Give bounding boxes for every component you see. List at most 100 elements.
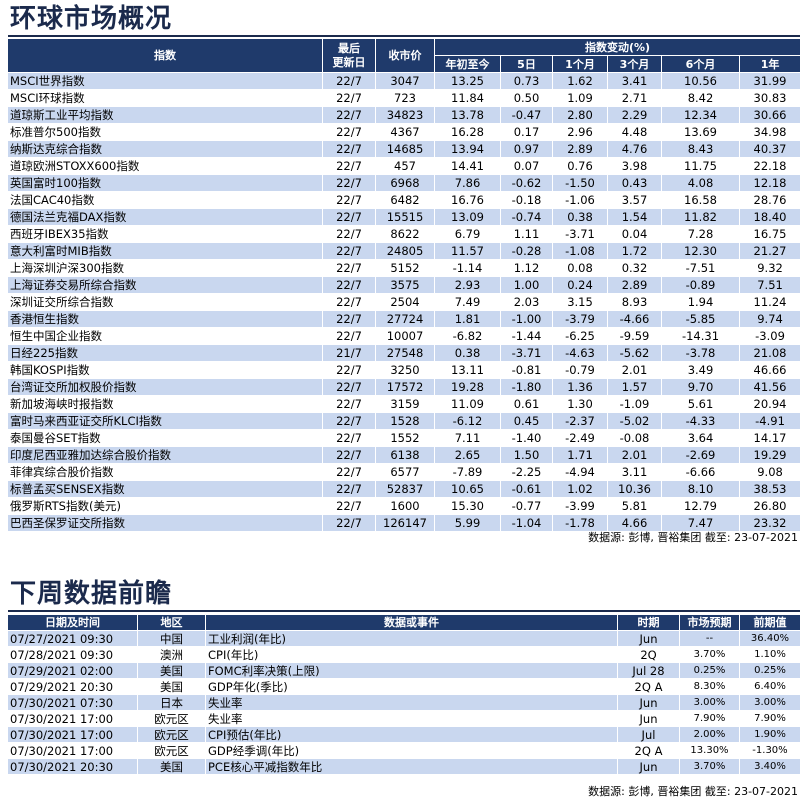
table-row: 菲律宾综合股价指数 22/7 6577 -7.89 -2.25 -4.94 3.11 -6.6… <box>7 463 802 481</box>
datetime-cell: 07/30/2021 07:30 <box>7 694 138 711</box>
value-cell: 1.81 <box>434 310 501 328</box>
table-row: 道琼欧洲STOXX600指数 22/7 457 14.41 0.07 0.76 3.98 11… <box>7 157 802 175</box>
value-cell: 3.64 <box>661 429 740 447</box>
value-cell: 22/7 <box>322 497 376 515</box>
value-cell: 1.30 <box>552 395 608 413</box>
value-cell: 1528 <box>375 412 435 430</box>
source-note-1: 数据源: 彭博, 晋裕集团 截至: 23-07-2021 <box>588 531 798 544</box>
datetime-cell: 07/30/2021 20:30 <box>7 758 138 775</box>
index-name-cell: 道琼欧洲STOXX600指数 <box>7 157 323 175</box>
value-cell: 22/7 <box>322 225 376 243</box>
value-cell: -0.61 <box>500 480 553 498</box>
value-cell: 0.50 <box>500 89 553 107</box>
value-cell: 5.81 <box>607 497 662 515</box>
value-cell: 1.54 <box>607 208 662 226</box>
value-cell: -14.31 <box>661 327 740 345</box>
value-cell: 12.79 <box>661 497 740 515</box>
value-cell: 30.83 <box>738 89 802 107</box>
previous-cell: 1.90% <box>739 726 801 743</box>
index-name-cell: 韩国KOSPI指数 <box>7 361 323 379</box>
value-cell: -0.47 <box>500 106 553 124</box>
value-cell: -3.78 <box>661 344 740 362</box>
index-name-cell: 俄罗斯RTS指数(美元) <box>7 497 323 515</box>
table-row: 新加坡海峡时报指数 22/7 3159 11.09 0.61 1.30 -1.09 5.61 2… <box>7 395 802 413</box>
forecast-cell: 2.00% <box>679 726 740 743</box>
value-cell: 22/7 <box>322 157 376 175</box>
value-cell: 34823 <box>375 106 435 124</box>
table-row: 法国CAC40指数 22/7 6482 16.76 -0.18 -1.06 3.57 16.5… <box>7 191 802 209</box>
value-cell: 5.61 <box>661 395 740 413</box>
value-cell: 1600 <box>375 497 435 515</box>
table-row: 富时马来西亚证交所KLCI指数 22/7 1528 -6.12 0.45 -2.37 -5.… <box>7 412 802 430</box>
value-cell: 4.66 <box>607 514 662 532</box>
value-cell: -1.80 <box>500 378 553 396</box>
value-cell: 6577 <box>375 463 435 481</box>
value-cell: 0.17 <box>500 123 553 141</box>
index-name-cell: 上海证券交易所综合指数 <box>7 276 323 294</box>
value-cell: -4.63 <box>552 344 608 362</box>
value-cell: 0.04 <box>607 225 662 243</box>
value-cell: 22/7 <box>322 89 376 107</box>
value-cell: -1.14 <box>434 259 501 277</box>
value-cell: 4.08 <box>661 174 740 192</box>
value-cell: -0.77 <box>500 497 553 515</box>
value-cell: 21.27 <box>738 242 802 260</box>
value-cell: 9.08 <box>738 463 802 481</box>
value-cell: 0.24 <box>552 276 608 294</box>
header-change-group: 指数变动(%) <box>433 38 802 56</box>
period-cell: 2Q A <box>617 678 680 695</box>
table-row: 上海深圳沪深300指数 22/7 5152 -1.14 1.12 0.08 0.32 -7.5… <box>7 259 802 277</box>
value-cell: 1.62 <box>552 72 608 90</box>
region-cell: 美国 <box>137 678 206 695</box>
table-row: 标普孟买SENSEX指数 22/7 52837 10.65 -0.61 1.02 10.36… <box>7 480 802 498</box>
value-cell: -0.89 <box>661 276 740 294</box>
value-cell: 19.29 <box>738 446 802 464</box>
value-cell: 0.38 <box>552 208 608 226</box>
value-cell: -0.74 <box>500 208 553 226</box>
value-cell: 18.40 <box>738 208 802 226</box>
index-name-cell: 西班牙IBEX35指数 <box>7 225 323 243</box>
value-cell: 22/7 <box>322 123 376 141</box>
header-1y: 1年 <box>738 55 802 73</box>
value-cell: 3047 <box>375 72 435 90</box>
event-cell: GDP年化(季比) <box>205 678 618 695</box>
table-row: 07/28/2021 09:30 澳洲 CPI(年比) 2Q 3.70% 1.10% <box>7 646 801 663</box>
period-cell: 2Q <box>617 646 680 663</box>
datetime-cell: 07/27/2021 09:30 <box>7 630 138 647</box>
table-row: 泰国曼谷SET指数 22/7 1552 7.11 -1.40 -2.49 -0.08 3.64… <box>7 429 802 447</box>
value-cell: 46.66 <box>738 361 802 379</box>
header-updated: 最后 更新日 <box>322 38 376 73</box>
value-cell: -6.66 <box>661 463 740 481</box>
value-cell: 1.72 <box>607 242 662 260</box>
event-cell: GDP经季调(年比) <box>205 742 618 759</box>
forecast-cell: 8.30% <box>679 678 740 695</box>
value-cell: 20.94 <box>738 395 802 413</box>
value-cell: 10.36 <box>607 480 662 498</box>
value-cell: 31.99 <box>738 72 802 90</box>
value-cell: 0.08 <box>552 259 608 277</box>
region-cell: 欧元区 <box>137 742 206 759</box>
value-cell: -1.08 <box>552 242 608 260</box>
index-name-cell: 德国法兰克福DAX指数 <box>7 208 323 226</box>
datetime-cell: 07/29/2021 02:00 <box>7 662 138 679</box>
value-cell: -4.33 <box>661 412 740 430</box>
value-cell: -0.81 <box>500 361 553 379</box>
value-cell: 22/7 <box>322 140 376 158</box>
value-cell: 0.32 <box>607 259 662 277</box>
value-cell: 1.50 <box>500 446 553 464</box>
previous-cell: -1.30% <box>739 742 801 759</box>
forecast-cell: 3.70% <box>679 758 740 775</box>
value-cell: 14.41 <box>434 157 501 175</box>
value-cell: 34.98 <box>738 123 802 141</box>
index-name-cell: 新加坡海峡时报指数 <box>7 395 323 413</box>
period-cell: Jun <box>617 694 680 711</box>
value-cell: 22/7 <box>322 208 376 226</box>
value-cell: 3.41 <box>607 72 662 90</box>
value-cell: 14.17 <box>738 429 802 447</box>
value-cell: 3.15 <box>552 293 608 311</box>
value-cell: 2.71 <box>607 89 662 107</box>
value-cell: 4.48 <box>607 123 662 141</box>
period-cell: Jul 28 <box>617 662 680 679</box>
value-cell: 16.75 <box>738 225 802 243</box>
value-cell: 22/7 <box>322 310 376 328</box>
